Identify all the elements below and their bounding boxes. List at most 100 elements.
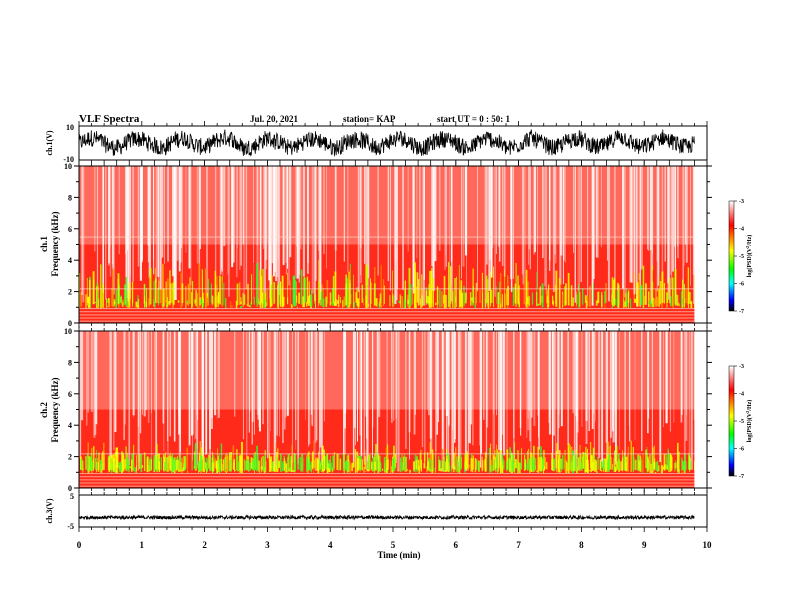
spectrogram-streak: [611, 331, 615, 432]
spectrogram-streak: [217, 331, 220, 418]
spectrogram-green-mark: [430, 459, 432, 473]
spectrogram-streak: [268, 166, 270, 281]
spectrogram-lowband-mark: [248, 305, 251, 307]
spectrogram-streak: [612, 331, 614, 429]
spectrogram-streak: [683, 331, 686, 467]
spectrogram-streak: [296, 166, 299, 279]
spectrogram-green-mark: [638, 460, 640, 470]
spectrogram-green-mark: [516, 460, 518, 471]
spectrogram-green-mark: [478, 461, 480, 472]
spectrogram-lowband-mark: [349, 464, 352, 472]
spectrogram-lowband-mark: [161, 304, 163, 306]
spectrogram-streak: [167, 331, 169, 442]
spectrogram-lowband-mark: [112, 269, 114, 308]
spectrogram-green-mark: [256, 460, 258, 472]
spectrogram-green-mark: [393, 459, 395, 472]
spectrogram-streak: [581, 331, 583, 427]
spectrogram-streak: [530, 331, 533, 418]
spectrogram-lowband-mark: [526, 279, 527, 304]
spectrogram-streak: [164, 166, 165, 264]
spectrogram-streak: [118, 166, 120, 255]
spectrogram-lowband-mark: [264, 302, 267, 307]
spectrogram-green-mark: [560, 460, 562, 473]
spectrogram-streak: [139, 166, 143, 281]
spectrogram-streak: [555, 331, 557, 471]
spectrogram-green-mark: [569, 456, 571, 470]
spectrogram-lowband-mark: [375, 443, 377, 471]
spectrogram-streak: [173, 331, 176, 442]
spectrogram-green-mark: [553, 458, 556, 471]
spectrogram-green-mark: [620, 461, 622, 471]
spectrogram-lowband-mark: [442, 295, 444, 304]
spectrogram-green-mark: [647, 456, 649, 472]
spectrogram-streak: [529, 331, 531, 442]
spectrogram-green-mark: [446, 458, 449, 472]
spectrogram-green-mark: [357, 457, 359, 471]
spectrogram-streak: [94, 331, 97, 435]
spectrogram-lowband-mark: [518, 285, 520, 307]
spectrogram-lowband-mark: [216, 295, 218, 308]
spectrogram-lowband-mark: [428, 290, 431, 309]
spectrogram-lowband-mark: [463, 285, 465, 307]
spectrogram-streak: [188, 331, 191, 446]
spectrogram-lowband-mark: [615, 446, 618, 470]
spectrogram-streak: [343, 166, 345, 262]
spectrogram-green-mark: [154, 456, 156, 472]
time-tick-label: 0: [77, 540, 82, 550]
spectrogram-streak: [483, 331, 485, 420]
spectrogram-streak: [277, 166, 279, 308]
spectrogram-lowband-mark: [570, 285, 573, 307]
spectrogram-streak: [137, 331, 139, 428]
spectrogram-lowband-mark: [383, 285, 385, 304]
spectrogram-streak: [113, 331, 115, 451]
spectrogram-lowband-mark: [91, 447, 93, 474]
spectrogram-streak: [607, 166, 609, 301]
spectrogram-streak: [633, 166, 636, 295]
spectrogram-lowband-mark: [111, 287, 113, 307]
spectrogram-streak: [496, 331, 497, 416]
spectrogram-streak: [128, 331, 131, 465]
spectrogram-streak: [318, 166, 320, 305]
spectrogram-streak: [579, 166, 580, 293]
spectrogram-green-mark: [227, 455, 229, 472]
spectrogram-streak: [172, 166, 175, 277]
spectrogram-streak: [386, 331, 388, 449]
freq-tick-label: 6: [68, 390, 72, 399]
spectrogram-lowband-mark: [459, 469, 461, 474]
spectrogram-lowband-mark: [85, 294, 87, 309]
spectrogram-streak: [234, 331, 236, 417]
spectrogram-green-mark: [215, 460, 217, 470]
spectrogram-green-mark: [670, 456, 672, 471]
spectrogram-streak: [95, 331, 98, 425]
spectrogram-streak: [283, 331, 286, 430]
spectrogram-green-mark: [623, 455, 625, 471]
spectrogram-lowband-mark: [567, 462, 568, 472]
spectrogram-lowband-mark: [380, 305, 382, 307]
spectrogram-lowband-mark: [677, 442, 679, 473]
spectrogram-streak: [448, 331, 450, 425]
spectrogram-streak: [594, 331, 596, 422]
spectrogram-green-mark: [606, 453, 608, 470]
spectrogram-lowband-mark: [525, 302, 527, 306]
spectrogram-streak: [143, 331, 146, 417]
spectrogram-lowband-mark: [576, 291, 578, 307]
spectrogram-lowband-mark: [225, 470, 228, 474]
spectrogram-lowband-mark: [411, 286, 414, 305]
spectrogram-streak: [629, 331, 631, 442]
spectrogram-streak: [449, 166, 451, 299]
spectrogram-green-mark: [108, 457, 111, 473]
spectrogram-streak: [529, 166, 531, 270]
spectrogram-streak: [387, 166, 389, 282]
spectrogram-streak: [434, 166, 437, 262]
spectrogram-streak: [495, 166, 497, 254]
spectrogram-streak: [213, 331, 217, 416]
spectrogram-lowband-mark: [162, 288, 165, 307]
spectrogram-lowband-mark: [352, 461, 355, 468]
spectrogram-streak: [359, 331, 362, 436]
spectrogram-lowband-mark: [326, 453, 329, 474]
colorbar-tick-label: -6: [739, 447, 744, 453]
spectrogram-streak: [587, 166, 589, 306]
spectrogram-streak: [302, 166, 306, 277]
colorbar-tick-label: -5: [739, 254, 744, 260]
spectrogram-streak: [295, 331, 296, 450]
